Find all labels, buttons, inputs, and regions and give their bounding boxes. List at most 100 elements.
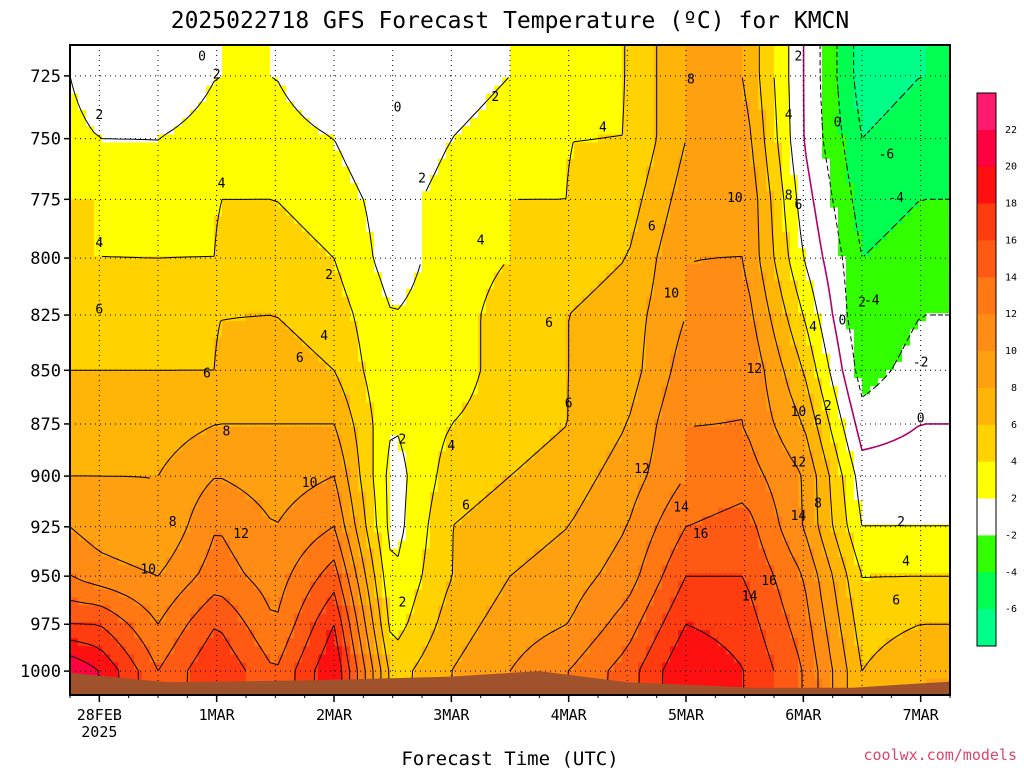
temperature-cell [750, 207, 759, 217]
temperature-cell [862, 345, 871, 355]
temperature-cell [518, 93, 527, 103]
temperature-cell [166, 370, 175, 379]
temperature-cell [566, 370, 575, 379]
temperature-cell [422, 199, 431, 209]
temperature-cell [326, 231, 335, 241]
temperature-cell [902, 85, 911, 95]
temperature-cell [790, 191, 799, 200]
temperature-cell [550, 183, 559, 192]
temperature-cell [798, 93, 807, 103]
temperature-cell [278, 402, 287, 412]
temperature-cell [654, 402, 663, 412]
temperature-cell [814, 207, 823, 217]
temperature-cell [326, 248, 335, 257]
temperature-cell [526, 110, 535, 119]
temperature-cell [510, 345, 519, 355]
temperature-cell [734, 191, 743, 200]
temperature-cell [478, 256, 487, 265]
temperature-cell [102, 61, 111, 70]
temperature-cell [822, 361, 831, 371]
temperature-cell [726, 361, 735, 371]
temperature-cell [782, 296, 791, 306]
temperature-cell [486, 142, 495, 152]
temperature-cell [654, 126, 663, 135]
temperature-cell [398, 329, 407, 339]
temperature-cell [806, 321, 815, 330]
temperature-cell [390, 199, 399, 209]
temperature-cell [366, 61, 375, 70]
temperature-cell [70, 183, 79, 192]
temperature-cell [470, 69, 479, 79]
temperature-cell [350, 329, 359, 339]
temperature-cell [286, 361, 295, 371]
temperature-cell [518, 134, 527, 144]
temperature-cell [702, 370, 711, 379]
temperature-cell [886, 370, 895, 379]
temperature-cell [894, 272, 903, 282]
temperature-cell [670, 134, 679, 144]
temperature-cell [542, 361, 551, 371]
temperature-cell [630, 126, 639, 135]
temperature-cell [782, 158, 791, 168]
temperature-cell [454, 45, 463, 54]
temperature-cell [942, 288, 950, 298]
temperature-cell [126, 378, 135, 387]
temperature-cell [646, 386, 655, 395]
temperature-cell [534, 361, 543, 371]
temperature-cell [518, 223, 527, 233]
temperature-cell [614, 288, 623, 298]
temperature-cell [638, 264, 647, 274]
temperature-cell [574, 386, 583, 395]
temperature-cell [310, 53, 319, 62]
temperature-cell [150, 223, 159, 233]
temperature-cell [926, 175, 935, 184]
temperature-cell [894, 394, 903, 404]
temperature-cell [382, 386, 391, 395]
temperature-cell [94, 142, 103, 152]
temperature-cell [494, 69, 503, 79]
temperature-cell [774, 264, 783, 274]
temperature-cell [534, 134, 543, 144]
temperature-cell [710, 191, 719, 200]
temperature-cell [926, 248, 935, 257]
temperature-cell [766, 280, 775, 290]
temperature-cell [678, 329, 687, 339]
temperature-cell [78, 272, 87, 282]
temperature-cell [214, 85, 223, 95]
temperature-cell [158, 223, 167, 233]
temperature-cell [878, 370, 887, 379]
temperature-cell [590, 280, 599, 290]
temperature-cell [918, 134, 927, 144]
temperature-cell [182, 207, 191, 217]
temperature-cell [358, 256, 367, 265]
temperature-cell [222, 378, 231, 387]
temperature-cell [814, 101, 823, 111]
temperature-cell [366, 150, 375, 160]
temperature-cell [342, 53, 351, 62]
temperature-cell [766, 142, 775, 152]
temperature-cell [254, 370, 263, 379]
temperature-cell [734, 85, 743, 95]
temperature-cell [286, 402, 295, 412]
temperature-cell [542, 142, 551, 152]
temperature-cell [182, 77, 191, 87]
temperature-cell [126, 110, 135, 119]
temperature-cell [478, 240, 487, 249]
temperature-cell [942, 296, 950, 306]
temperature-cell [878, 142, 887, 152]
temperature-cell [366, 85, 375, 95]
temperature-cell [398, 118, 407, 127]
temperature-cell [86, 231, 95, 241]
temperature-cell [350, 118, 359, 127]
temperature-cell [894, 280, 903, 290]
temperature-cell [662, 313, 671, 322]
temperature-cell [270, 361, 279, 371]
temperature-cell [374, 378, 383, 387]
temperature-cell [350, 361, 359, 371]
temperature-cell [454, 215, 463, 225]
temperature-cell [814, 45, 823, 54]
temperature-cell [270, 158, 279, 168]
temperature-cell [646, 288, 655, 298]
temperature-cell [934, 134, 943, 144]
temperature-cell [470, 394, 479, 404]
